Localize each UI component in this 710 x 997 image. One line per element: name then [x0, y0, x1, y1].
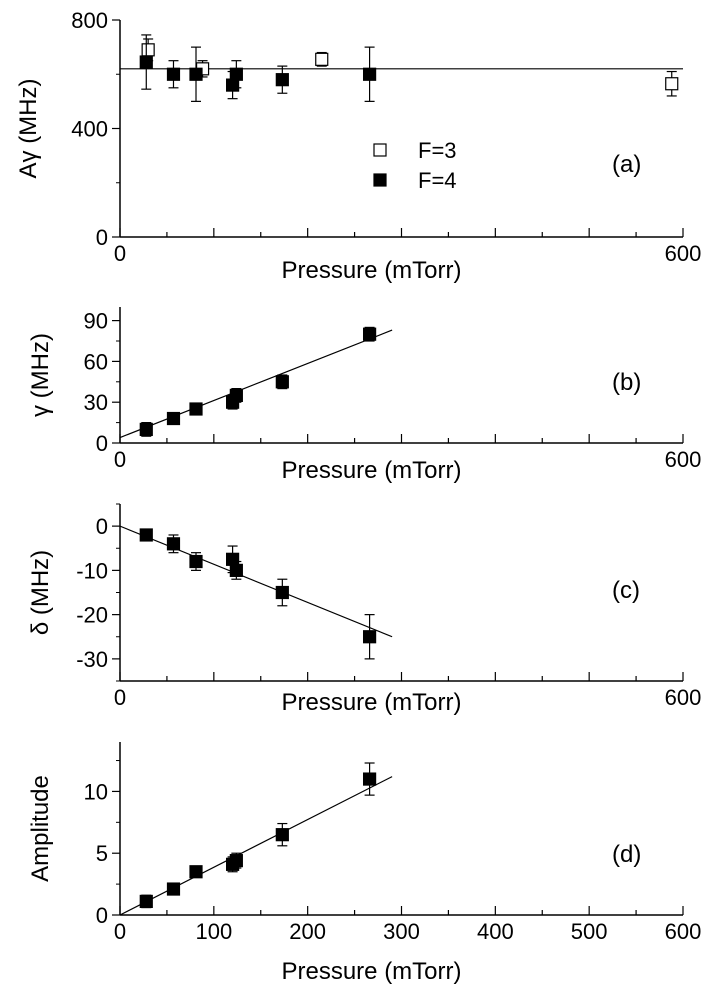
- data-point-filled: [362, 630, 377, 644]
- x-tick-label: 500: [571, 919, 608, 944]
- data-point-filled: [362, 772, 377, 786]
- data-point-filled: [166, 537, 181, 551]
- y-tick-label: 30: [84, 390, 108, 415]
- data-point-open: [665, 77, 679, 91]
- data-point-filled: [139, 528, 153, 542]
- data-point-filled: [139, 894, 153, 909]
- data-point-filled: [275, 73, 289, 87]
- data-point-open: [141, 43, 155, 57]
- x-tick-label: 600: [665, 919, 702, 944]
- data-point-filled: [166, 411, 181, 426]
- data-point-filled: [189, 554, 203, 569]
- x-tick-label: 600: [665, 685, 702, 710]
- data-point-filled: [229, 854, 243, 868]
- fit-line: [119, 776, 393, 916]
- y-tick-label: 800: [71, 8, 108, 33]
- legend-marker: [373, 173, 387, 187]
- data-point-filled: [362, 327, 377, 341]
- legend: F=3F=4: [373, 138, 457, 193]
- y-axis-title: γ (MHz): [27, 333, 54, 417]
- panel-label: (d): [612, 841, 641, 868]
- fit-line: [119, 525, 393, 638]
- data-point-filled: [229, 388, 243, 402]
- y-axis-title: δ (MHz): [27, 550, 54, 635]
- data-point-filled: [166, 882, 181, 896]
- legend-label: F=4: [418, 168, 457, 193]
- panel-label: (a): [612, 151, 641, 178]
- data-point-filled: [229, 67, 243, 81]
- data-point-filled: [139, 55, 153, 69]
- data-point-filled: [139, 422, 153, 436]
- y-tick-label: -20: [76, 603, 108, 628]
- y-axis-title: Amplitude: [27, 775, 54, 882]
- x-tick-label: 200: [289, 919, 326, 944]
- y-tick-label: -30: [76, 647, 108, 672]
- data-point-filled: [275, 585, 289, 600]
- x-tick-label: 300: [383, 919, 420, 944]
- x-tick-label: 600: [665, 241, 702, 266]
- data-point-open: [315, 52, 329, 66]
- panel-label: (c): [612, 577, 640, 604]
- x-axis-title: Pressure (mTorr): [281, 689, 461, 716]
- fit-line: [119, 329, 393, 439]
- x-tick-label: 0: [114, 241, 126, 266]
- legend-marker: [373, 143, 387, 157]
- x-axis-title: Pressure (mTorr): [281, 958, 461, 985]
- x-axis-title: Pressure (mTorr): [281, 257, 461, 284]
- x-tick-label: 600: [665, 447, 702, 472]
- panel-label: (b): [612, 369, 641, 396]
- x-tick-label: 0: [114, 919, 126, 944]
- y-tick-label: 0: [96, 225, 108, 250]
- data-point-filled: [166, 67, 181, 81]
- y-tick-label: 400: [71, 117, 108, 142]
- data-point-filled: [189, 402, 203, 416]
- y-tick-label: 5: [96, 841, 108, 866]
- y-axis-title: Aγ (MHz): [15, 79, 42, 179]
- y-tick-label: 0: [96, 431, 108, 456]
- y-tick-label: 0: [96, 514, 108, 539]
- data-point-filled: [189, 67, 203, 81]
- y-tick-label: 0: [96, 903, 108, 928]
- x-tick-label: 0: [114, 447, 126, 472]
- panel-c: 0 600 -30 -20 -10 0 Pressure (mTorr) δ (MHz) (c): [27, 503, 702, 716]
- data-point-filled: [229, 563, 243, 577]
- y-tick-label: -10: [76, 558, 108, 583]
- y-tick-label: 90: [84, 309, 108, 334]
- x-tick-label: 100: [195, 919, 232, 944]
- panel-a: 0 600 0 400 800 Pressure (mTorr) Aγ (MHz) (a) F=…: [15, 8, 701, 284]
- data-point-filled: [189, 865, 203, 879]
- x-tick-label: 400: [477, 919, 514, 944]
- x-axis-title: Pressure (mTorr): [281, 457, 461, 484]
- data-point-filled: [362, 67, 377, 81]
- data-point-filled: [275, 375, 289, 389]
- y-tick-label: 60: [84, 349, 108, 374]
- y-tick-label: 10: [84, 779, 108, 804]
- data-point-filled: [275, 828, 289, 842]
- legend-label: F=3: [418, 138, 457, 163]
- x-tick-label: 0: [114, 685, 126, 710]
- panel-b: 0 600 0 30 60 90 Pressure (mTorr) γ (MHz) (b): [27, 307, 701, 484]
- panel-d: 0 100 200 300 400 500 600 0 5 10 Pressure (mTorr) A…: [27, 742, 701, 985]
